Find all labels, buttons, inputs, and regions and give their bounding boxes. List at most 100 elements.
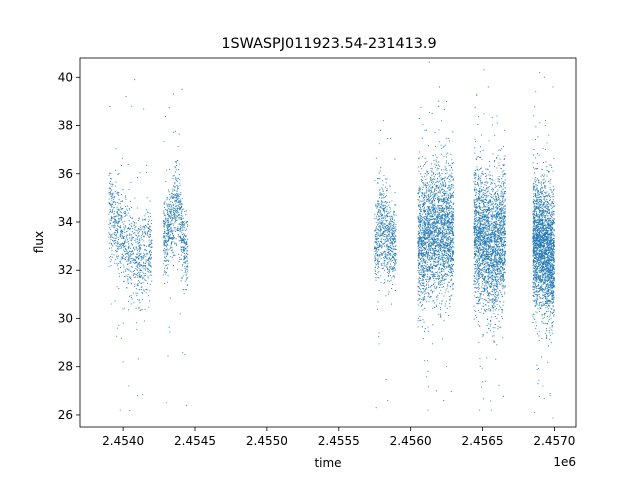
data-point [119, 203, 121, 205]
data-point [374, 252, 376, 255]
data-point [118, 194, 120, 196]
data-point [378, 177, 380, 179]
data-point [444, 278, 446, 281]
data-point [164, 241, 167, 243]
data-point [480, 265, 482, 267]
data-point [170, 246, 172, 248]
data-point [180, 239, 182, 241]
data-point [180, 227, 182, 229]
data-point [421, 262, 423, 264]
data-point [422, 276, 425, 278]
data-point [178, 174, 181, 176]
data-point [445, 366, 447, 368]
data-point [165, 242, 168, 244]
data-point [132, 253, 134, 255]
data-point [121, 237, 123, 239]
data-point [438, 283, 440, 285]
data-point [417, 269, 419, 271]
data-point [124, 231, 126, 233]
data-point [119, 275, 121, 277]
data-point [427, 286, 430, 288]
data-point [443, 192, 445, 195]
data-point [139, 240, 141, 242]
data-point [432, 249, 434, 251]
data-point [109, 219, 111, 221]
data-point [441, 270, 443, 272]
data-point [129, 255, 131, 257]
data-point [422, 255, 424, 257]
data-point [434, 268, 436, 270]
data-point [448, 174, 450, 176]
data-point [382, 233, 384, 235]
data-point [440, 269, 442, 271]
data-point [163, 267, 165, 269]
data-point [108, 232, 110, 234]
data-point [141, 239, 143, 241]
data-point [148, 256, 150, 258]
data-point [419, 272, 421, 274]
data-point [388, 258, 391, 260]
data-point [132, 292, 134, 294]
data-point [433, 273, 435, 275]
data-point [428, 232, 430, 234]
data-point [111, 239, 114, 242]
data-point [426, 218, 428, 220]
data-point [173, 209, 175, 211]
data-point [423, 221, 426, 223]
data-point [431, 218, 433, 221]
data-point [429, 249, 431, 251]
data-point [137, 262, 139, 264]
data-point [145, 213, 147, 215]
data-point [178, 240, 180, 242]
data-point [504, 293, 506, 295]
data-point [437, 294, 439, 296]
data-point [125, 96, 127, 98]
data-point [424, 218, 426, 220]
data-point [438, 165, 440, 167]
data-point [428, 266, 430, 268]
data-point [424, 227, 426, 229]
data-point [143, 277, 145, 279]
data-point [120, 208, 122, 210]
data-point [120, 272, 122, 274]
data-point [393, 211, 396, 213]
data-point [391, 217, 393, 220]
data-point [138, 255, 140, 257]
data-point [170, 243, 173, 245]
data-point [451, 232, 454, 234]
data-point [438, 161, 440, 163]
data-point [437, 216, 439, 218]
data-point [483, 271, 485, 273]
data-point [453, 219, 455, 221]
data-point [443, 199, 445, 202]
data-point [129, 276, 131, 278]
data-point [438, 86, 440, 88]
data-point [120, 234, 122, 236]
data-point [150, 265, 152, 267]
data-point [175, 162, 177, 164]
data-point [431, 187, 433, 189]
data-point [438, 181, 440, 183]
data-point [391, 277, 393, 279]
data-point [171, 208, 173, 210]
data-point [424, 272, 426, 274]
data-point [490, 400, 492, 402]
data-point [128, 256, 130, 258]
data-point [492, 287, 494, 289]
data-point [165, 252, 167, 254]
data-point [380, 282, 382, 284]
data-point [420, 204, 422, 206]
data-point [375, 250, 377, 252]
data-point [114, 229, 116, 231]
data-point [125, 249, 128, 251]
data-point [421, 244, 423, 246]
data-point [114, 300, 116, 302]
data-point [133, 273, 135, 275]
data-point [421, 249, 423, 252]
data-point [451, 196, 453, 198]
data-point [428, 236, 430, 238]
data-point [143, 229, 145, 231]
data-point [418, 201, 420, 203]
data-point [174, 220, 176, 222]
data-point [446, 284, 448, 286]
